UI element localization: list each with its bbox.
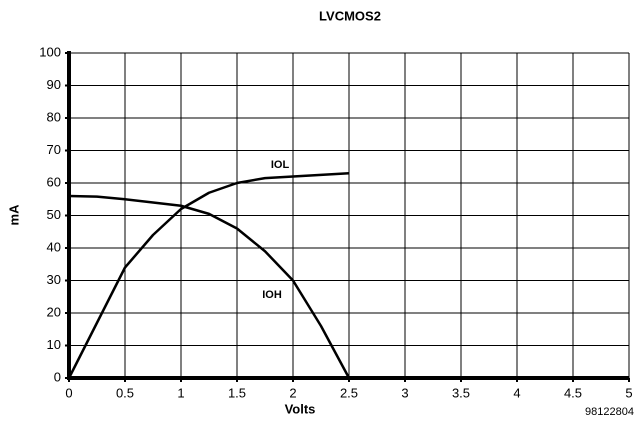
y-tick-label: 50: [47, 207, 61, 222]
x-tick-label: 2: [289, 385, 296, 400]
y-tick-label: 60: [47, 174, 61, 189]
x-axis-label: Volts: [285, 401, 316, 416]
x-tick-label: 0.5: [116, 385, 134, 400]
x-tick-label: 5: [625, 385, 632, 400]
y-tick-label: 40: [47, 239, 61, 254]
y-tick-label: 80: [47, 109, 61, 124]
y-tick-label: 90: [47, 77, 61, 92]
y-tick-label: 30: [47, 272, 61, 287]
x-tick-label: 3.5: [452, 385, 470, 400]
line-series: [67, 172, 350, 379]
x-tick-label: 1.5: [228, 385, 246, 400]
x-tick-label: 4: [513, 385, 520, 400]
footnote: 98122804: [585, 406, 634, 418]
x-tick-label: 1: [177, 385, 184, 400]
y-tick-label: 70: [47, 142, 61, 157]
x-tick-label: 2.5: [340, 385, 358, 400]
x-tick-label: 0: [65, 385, 72, 400]
series-label: IOH: [262, 289, 282, 301]
line-series: [68, 194, 351, 379]
y-tick-label: 0: [54, 369, 61, 384]
x-tick-label: 3: [401, 385, 408, 400]
y-tick-label: 20: [47, 304, 61, 319]
chart-title: LVCMOS2: [319, 8, 381, 23]
y-axis-label: mA: [6, 204, 21, 226]
y-tick-label: 10: [47, 337, 61, 352]
series-label: IOL: [271, 159, 290, 171]
y-tick-label: 100: [39, 44, 61, 59]
x-tick-label: 4.5: [564, 385, 582, 400]
